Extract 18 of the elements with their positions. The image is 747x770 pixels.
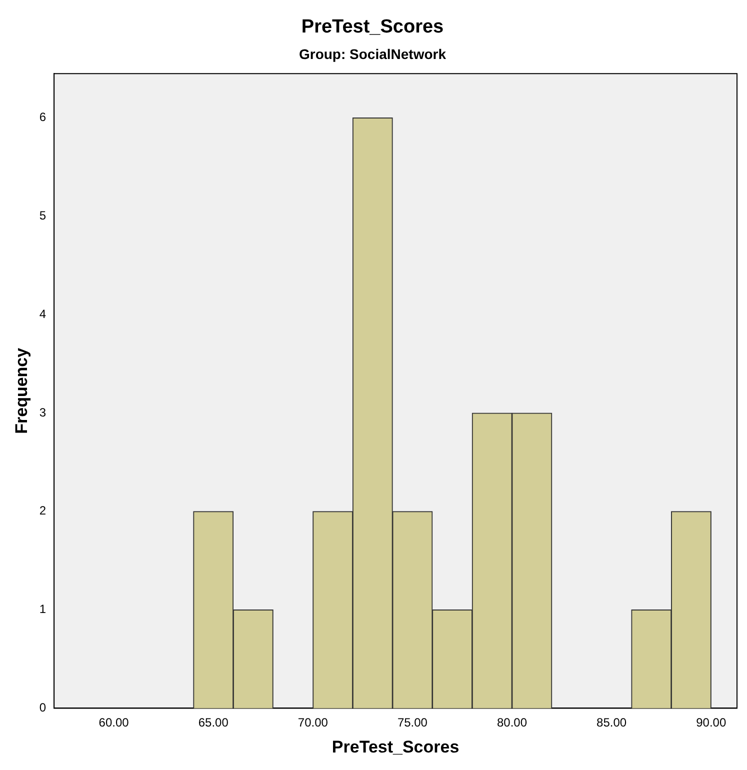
y-tick-label: 2 [39,504,46,518]
x-tick-label: 75.00 [397,716,428,730]
y-tick-label: 3 [39,405,46,420]
y-axis-title: Frequency [12,347,31,434]
y-tick-label: 6 [39,110,46,124]
x-tick-label: 60.00 [98,716,130,730]
x-tick-label: 80.00 [496,716,528,730]
chart-title: PreTest_Scores [301,16,444,38]
chart-subtitle: Group: SocialNetwork [298,46,446,62]
x-tick-label: 85.00 [596,716,627,730]
y-tick-label: 0 [39,700,46,715]
x-tick-label: 65.00 [198,716,229,730]
y-tick-label: 4 [39,306,46,321]
x-tick-label: 90.00 [696,716,726,730]
x-tick-label: 70.00 [298,716,328,730]
y-tick-label: 1 [39,602,46,616]
y-tick-label: 5 [39,208,46,223]
x-axis-title: PreTest_Scores [332,737,460,756]
